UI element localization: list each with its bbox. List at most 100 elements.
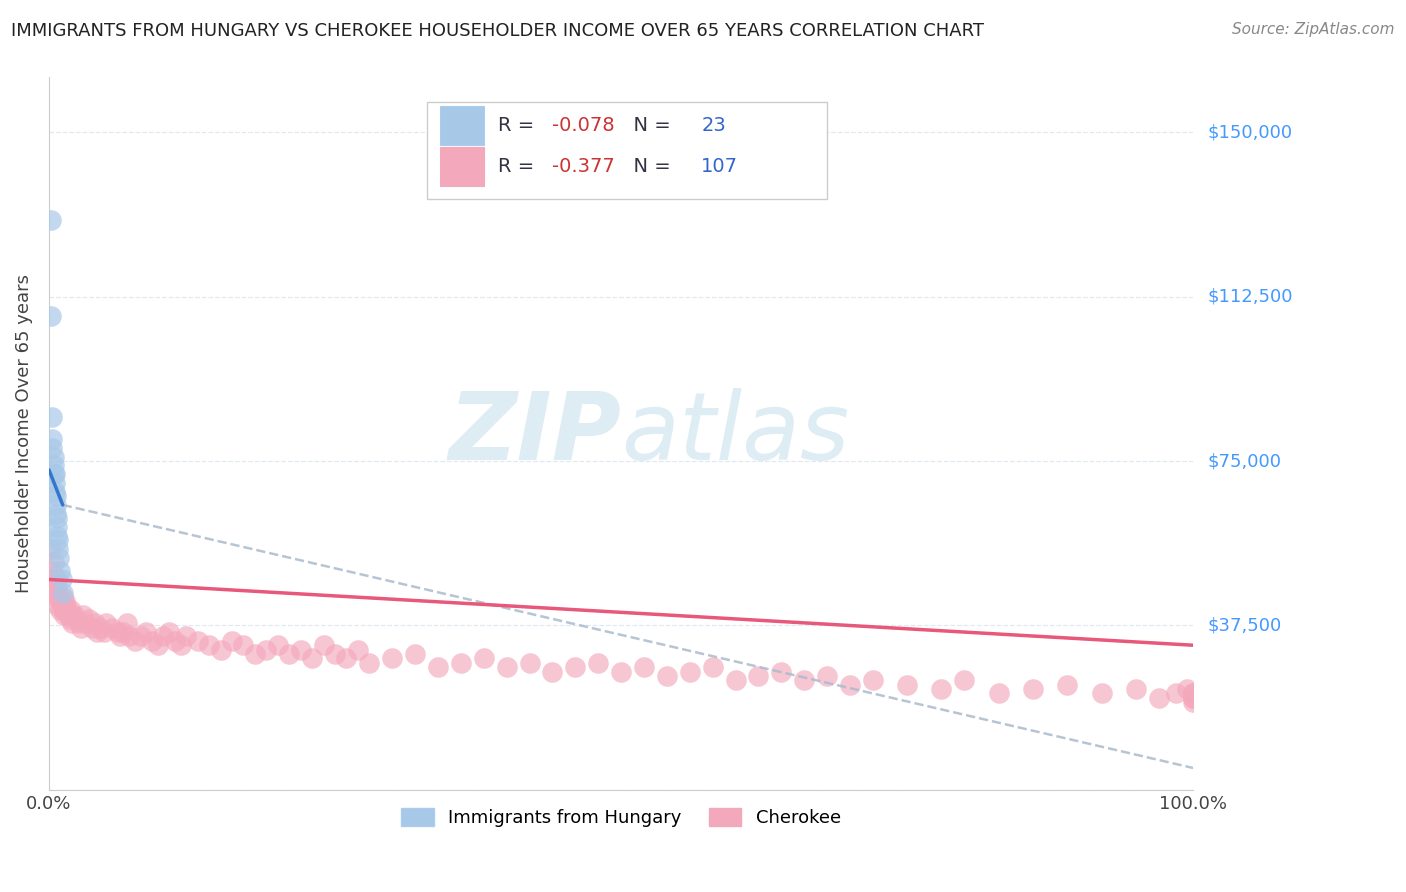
Point: [335, 651, 357, 665]
Point: [169, 638, 191, 652]
Point: [93, 625, 115, 640]
Point: [1147, 690, 1170, 705]
Point: [63, 607, 86, 622]
Point: [58, 607, 80, 622]
Point: [44, 573, 66, 587]
Point: [724, 673, 747, 688]
Point: [1182, 686, 1205, 700]
Point: [72, 607, 94, 622]
Point: [46, 533, 69, 547]
Point: [747, 669, 769, 683]
Text: IMMIGRANTS FROM HUNGARY VS CHEROKEE HOUSEHOLDER INCOME OVER 65 YEARS CORRELATION: IMMIGRANTS FROM HUNGARY VS CHEROKEE HOUS…: [11, 22, 984, 40]
Text: atlas: atlas: [621, 388, 849, 479]
Point: [96, 616, 118, 631]
Legend: Immigrants from Hungary, Cherokee: Immigrants from Hungary, Cherokee: [394, 800, 848, 834]
Point: [232, 638, 254, 652]
Point: [46, 585, 69, 599]
Text: $37,500: $37,500: [1208, 616, 1281, 634]
Point: [1022, 682, 1045, 697]
Point: [541, 665, 564, 679]
Text: R =: R =: [498, 116, 540, 136]
Point: [41, 564, 63, 578]
Point: [610, 665, 633, 679]
Point: [44, 467, 66, 482]
Point: [495, 660, 517, 674]
Text: $112,500: $112,500: [1208, 287, 1292, 306]
Point: [89, 621, 111, 635]
Point: [359, 656, 381, 670]
Point: [896, 678, 918, 692]
Text: R =: R =: [498, 157, 540, 176]
Point: [41, 410, 63, 425]
Point: [267, 638, 290, 652]
Point: [1056, 678, 1078, 692]
Point: [347, 642, 370, 657]
Point: [82, 621, 104, 635]
Point: [472, 651, 495, 665]
Text: N =: N =: [621, 157, 678, 176]
Point: [1091, 686, 1114, 700]
Point: [141, 633, 163, 648]
Point: [59, 603, 82, 617]
Point: [243, 647, 266, 661]
Point: [60, 616, 83, 631]
Point: [65, 612, 87, 626]
Point: [53, 594, 76, 608]
Point: [254, 642, 277, 657]
Point: [209, 642, 232, 657]
Point: [42, 555, 65, 569]
Point: [1177, 682, 1199, 697]
Point: [46, 573, 69, 587]
Point: [174, 630, 197, 644]
Point: [46, 511, 69, 525]
Text: Source: ZipAtlas.com: Source: ZipAtlas.com: [1232, 22, 1395, 37]
Point: [198, 638, 221, 652]
Point: [45, 489, 67, 503]
Point: [70, 621, 93, 635]
Text: -0.078: -0.078: [553, 116, 614, 136]
Point: [44, 475, 66, 490]
Point: [101, 621, 124, 635]
Point: [51, 599, 73, 613]
Point: [39, 541, 62, 556]
Point: [187, 633, 209, 648]
Point: [987, 686, 1010, 700]
Text: $75,000: $75,000: [1208, 452, 1281, 470]
Point: [793, 673, 815, 688]
Point: [49, 594, 72, 608]
Point: [381, 651, 404, 665]
Point: [1182, 690, 1205, 705]
Point: [42, 467, 65, 482]
Point: [404, 647, 426, 661]
Point: [278, 647, 301, 661]
Point: [770, 665, 793, 679]
Point: [679, 665, 702, 679]
Text: 107: 107: [702, 157, 738, 176]
Point: [118, 630, 141, 644]
Point: [124, 633, 146, 648]
Point: [42, 458, 65, 473]
Point: [107, 625, 129, 640]
Point: [931, 682, 953, 697]
Point: [48, 590, 70, 604]
Point: [55, 599, 77, 613]
Point: [129, 630, 152, 644]
Point: [46, 541, 69, 556]
Point: [157, 625, 180, 640]
Point: [115, 616, 138, 631]
Point: [586, 656, 609, 670]
Point: [45, 581, 67, 595]
Text: ZIP: ZIP: [449, 388, 621, 480]
Point: [46, 520, 69, 534]
Point: [52, 603, 75, 617]
Point: [41, 432, 63, 446]
Text: N =: N =: [621, 116, 678, 136]
Point: [290, 642, 312, 657]
Point: [655, 669, 678, 683]
Point: [67, 616, 90, 631]
Point: [52, 607, 75, 622]
Point: [135, 625, 157, 640]
Point: [48, 550, 70, 565]
Point: [45, 507, 67, 521]
Point: [1125, 682, 1147, 697]
